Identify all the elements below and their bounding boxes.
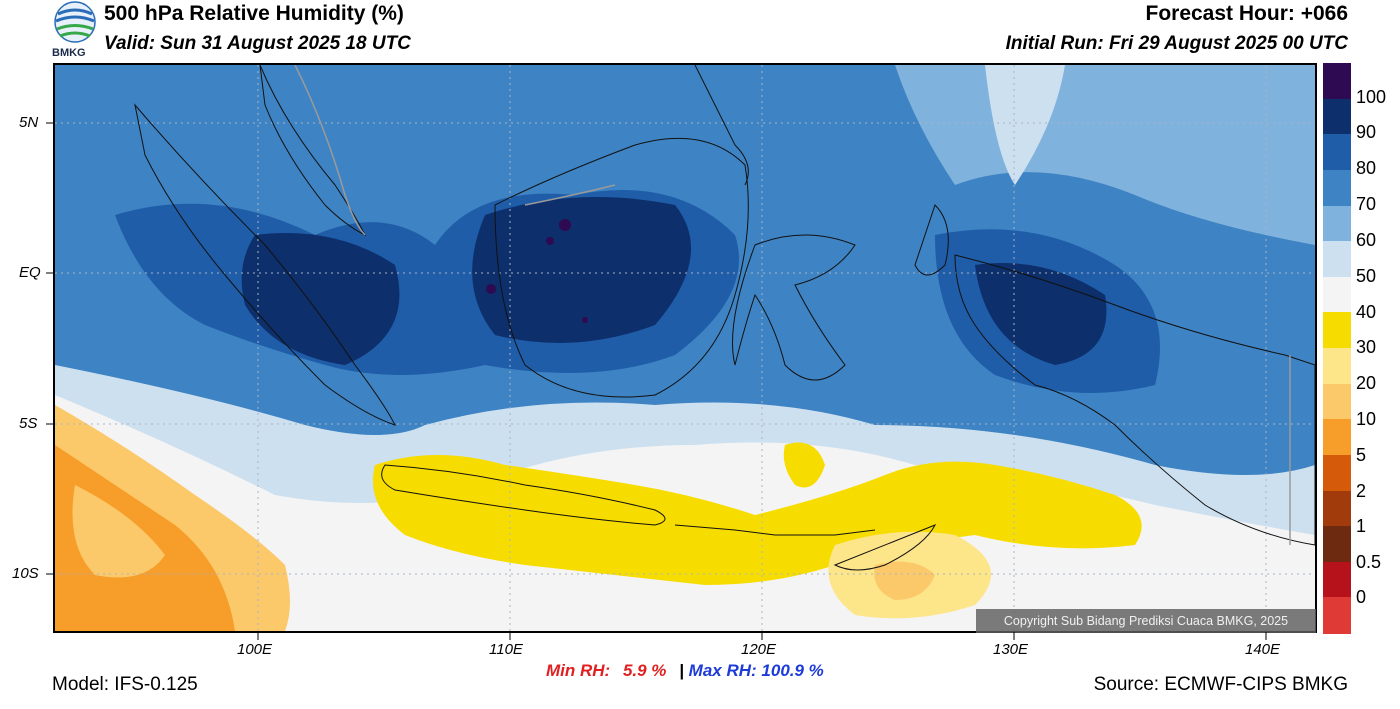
lon-label-120e: 120E — [741, 641, 777, 658]
colorbar-segment — [1323, 526, 1351, 563]
lat-label-10s: 10S — [12, 565, 39, 582]
colorbar-label-10: 10 — [1356, 409, 1377, 429]
colorbar-label-100: 100 — [1356, 87, 1387, 107]
lat-label-eq: EQ — [19, 264, 41, 281]
forecast-hour: Forecast Hour: +066 — [1145, 2, 1349, 25]
lon-label-110e: 110E — [489, 641, 523, 658]
colorbar-label-1: 1 — [1356, 516, 1367, 536]
colorbar-label-60: 60 — [1356, 230, 1377, 250]
colorbar-label-5: 5 — [1356, 445, 1367, 465]
lat-label-5s: 5S — [19, 415, 38, 432]
colorbar-label-2: 2 — [1356, 481, 1367, 501]
lon-label-140e: 140E — [1245, 641, 1281, 658]
colorbar-segment — [1323, 276, 1351, 313]
source-label: Source: ECMWF-CIPS BMKG — [1093, 674, 1348, 695]
model-label: Model: IFS-0.125 — [52, 674, 198, 695]
colorbar-segment — [1323, 63, 1351, 100]
logo-text: BMKG — [52, 47, 86, 59]
colorbar-segment — [1323, 561, 1351, 598]
min-rh-value: 5.9 % — [622, 661, 667, 680]
colorbar-segment — [1323, 169, 1351, 207]
colorbar-segment — [1323, 241, 1351, 278]
colorbar-label-20: 20 — [1356, 373, 1377, 393]
humidity-map — [53, 63, 1317, 633]
chart-title: 500 hPa Relative Humidity (%) — [104, 2, 404, 25]
bmkg-logo — [50, 0, 100, 60]
colorbar-label-90: 90 — [1356, 122, 1377, 142]
lon-label-100e: 100E — [237, 641, 273, 658]
initial-run: Initial Run: Fri 29 August 2025 00 UTC — [1005, 33, 1348, 54]
colorbar-label-70: 70 — [1356, 194, 1377, 214]
colorbar-segment — [1323, 454, 1351, 492]
colorbar-segment — [1323, 98, 1351, 135]
max-rh-value: 100.9 % — [761, 661, 824, 680]
min-rh-label: Min RH: — [546, 661, 611, 680]
lat-label-5n: 5N — [19, 114, 39, 131]
rh-stats: Min RH: 5.9 % | Max RH: 100.9 % — [546, 661, 824, 681]
colorbar-label-50: 50 — [1356, 266, 1377, 286]
max-rh-label: Max RH: — [688, 661, 757, 680]
colorbar-segment — [1323, 490, 1351, 527]
colorbar-segment — [1323, 348, 1351, 385]
lon-label-130e: 130E — [993, 641, 1029, 658]
colorbar-segment — [1323, 312, 1351, 349]
colorbar-segment — [1323, 419, 1351, 456]
stats-separator: | — [679, 661, 684, 680]
copyright-notice: Copyright Sub Bidang Prediksi Cuaca BMKG… — [976, 609, 1316, 633]
colorbar-label-0-5: 0.5 — [1356, 552, 1382, 572]
colorbar-segment — [1323, 597, 1351, 634]
colorbar-label-40: 40 — [1356, 302, 1377, 322]
colorbar-segment — [1323, 205, 1351, 242]
colorbar-label-0: 0 — [1356, 587, 1367, 607]
colorbar-segment — [1323, 134, 1351, 171]
colorbar-segment — [1323, 383, 1351, 420]
valid-time: Valid: Sun 31 August 2025 18 UTC — [104, 33, 411, 54]
colorbar-label-30: 30 — [1356, 337, 1377, 357]
colorbar — [1323, 63, 1351, 634]
colorbar-label-80: 80 — [1356, 158, 1377, 178]
